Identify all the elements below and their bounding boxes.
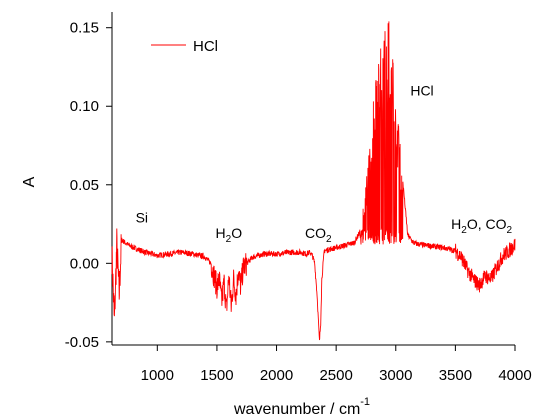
x-axis-title-superscript: -1 [360,396,370,408]
x-tick-label: 2500 [319,367,352,384]
annotation-layer: Si H2O CO2 HCl H2O, CO2 [136,82,513,245]
y-tick-label: 0.05 [70,177,99,194]
plot-area: 1000 1500 2000 2500 3000 3500 4000 -0.05 0.00 0.… [65,12,532,384]
x-ticks: 1000 1500 2000 2500 3000 3500 4000 [141,345,532,384]
legend-label: HCl [193,38,218,55]
x-tick-label: 1500 [200,367,233,384]
x-tick-label: 2000 [260,367,293,384]
y-tick-label: -0.05 [65,334,99,351]
annotation-label: Si [136,209,148,225]
y-axis-title: A [21,176,38,187]
y-tick-label: 0.10 [70,98,99,115]
annotation-label: H2O, CO2 [451,216,512,236]
y-ticks: -0.05 0.00 0.05 0.10 0.15 [65,20,112,351]
annotation-label: CO2 [305,225,332,245]
legend: HCl [151,38,218,55]
x-tick-label: 1000 [141,367,174,384]
x-axis-title: wavenumber / cm-1 [233,396,370,418]
x-axis-title-text: wavenumber / cm [233,401,360,418]
x-tick-label: 3500 [439,367,472,384]
x-tick-label: 4000 [498,367,531,384]
y-tick-label: 0.15 [70,20,99,37]
x-tick-label: 3000 [379,367,412,384]
annotation-label: HCl [410,82,433,98]
y-tick-label: 0.00 [70,255,99,272]
series-layer [111,21,516,341]
annotation-label: H2O [216,225,243,245]
series-line-hcl [111,21,516,341]
